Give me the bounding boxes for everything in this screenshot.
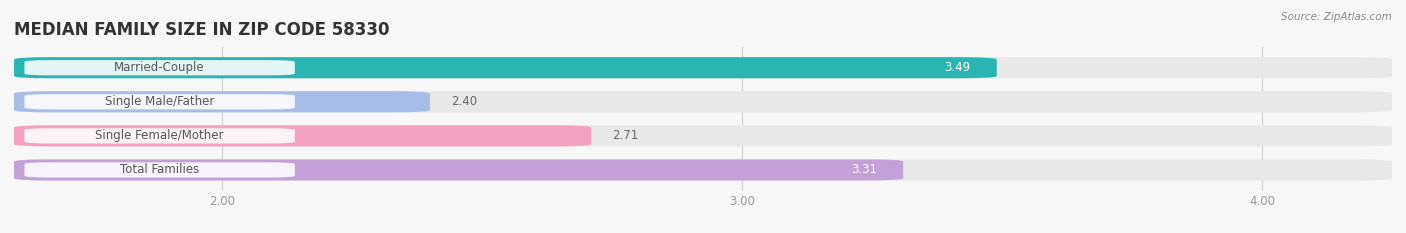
FancyBboxPatch shape bbox=[24, 162, 295, 178]
Text: Married-Couple: Married-Couple bbox=[114, 61, 205, 74]
Text: 3.31: 3.31 bbox=[851, 163, 877, 176]
FancyBboxPatch shape bbox=[24, 60, 295, 75]
Text: 2.71: 2.71 bbox=[612, 129, 638, 142]
FancyBboxPatch shape bbox=[14, 57, 997, 78]
FancyBboxPatch shape bbox=[24, 94, 295, 110]
Text: MEDIAN FAMILY SIZE IN ZIP CODE 58330: MEDIAN FAMILY SIZE IN ZIP CODE 58330 bbox=[14, 21, 389, 39]
FancyBboxPatch shape bbox=[14, 57, 1392, 78]
Text: Single Female/Mother: Single Female/Mother bbox=[96, 129, 224, 142]
FancyBboxPatch shape bbox=[14, 159, 903, 181]
FancyBboxPatch shape bbox=[14, 91, 1392, 112]
FancyBboxPatch shape bbox=[14, 91, 430, 112]
Text: Total Families: Total Families bbox=[120, 163, 200, 176]
Text: 3.49: 3.49 bbox=[945, 61, 970, 74]
FancyBboxPatch shape bbox=[14, 125, 1392, 146]
FancyBboxPatch shape bbox=[14, 125, 591, 146]
Text: Source: ZipAtlas.com: Source: ZipAtlas.com bbox=[1281, 12, 1392, 22]
FancyBboxPatch shape bbox=[14, 159, 1392, 181]
Text: Single Male/Father: Single Male/Father bbox=[105, 95, 214, 108]
FancyBboxPatch shape bbox=[24, 128, 295, 144]
Text: 2.40: 2.40 bbox=[451, 95, 477, 108]
